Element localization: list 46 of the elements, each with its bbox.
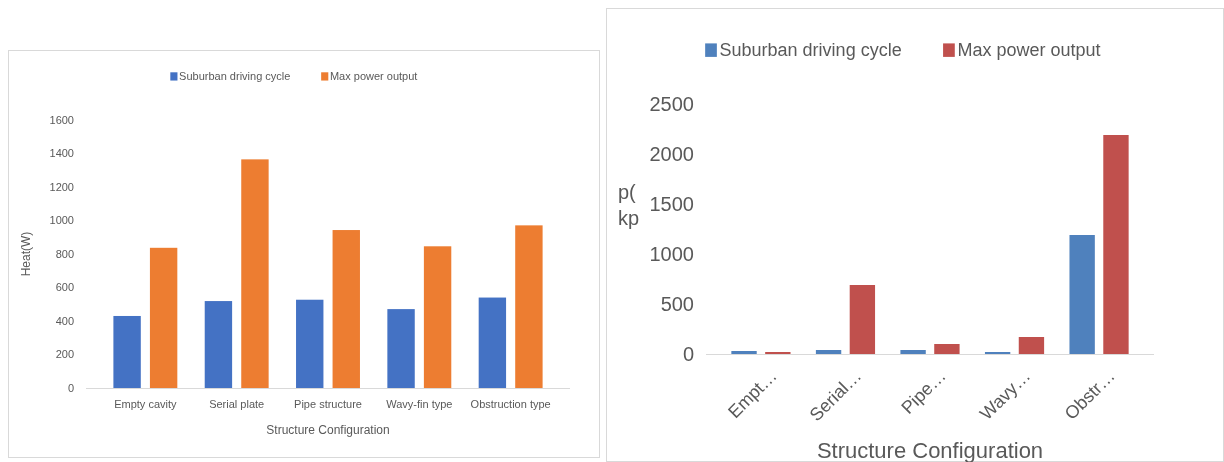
bar — [296, 299, 324, 388]
x-tick-label: Obstruction type — [470, 398, 551, 410]
y-tick-label: 200 — [55, 348, 74, 361]
y-tick-label: 1600 — [49, 113, 74, 126]
bar — [515, 225, 543, 388]
y-tick-label: 2000 — [649, 143, 694, 165]
legend-label: Max power output — [957, 40, 1101, 60]
y-axis-title: Heat(W) — [19, 231, 33, 277]
bar — [934, 344, 960, 354]
x-tick-label: Serial plate — [209, 398, 265, 410]
y-tick-label: 800 — [55, 247, 74, 260]
legend-label: Suburban driving cycle — [719, 40, 902, 60]
bar — [478, 297, 507, 388]
bar — [900, 350, 926, 354]
y-tick-label: 400 — [55, 314, 74, 327]
y-tick-label: 1000 — [49, 214, 74, 227]
x-tick-label: Empty cavity — [114, 398, 178, 410]
legend-label: Max power output — [329, 70, 418, 82]
y-tick-label: 500 — [660, 293, 694, 315]
x-tick-label: Pipe structure — [294, 398, 362, 410]
bar — [1103, 135, 1129, 354]
y-tick-label: 1500 — [649, 193, 694, 215]
bar — [423, 246, 452, 388]
bar — [387, 309, 415, 388]
x-axis-title: Structure Configuration — [816, 438, 1044, 462]
y-tick-label: 0 — [67, 381, 74, 394]
y-tick-label: 1200 — [49, 180, 74, 193]
y-tick-label: 0 — [682, 343, 694, 365]
y-tick-label: 600 — [55, 281, 74, 294]
y-tick-label: 2500 — [649, 93, 694, 115]
bar — [1018, 337, 1045, 354]
bar — [332, 230, 360, 388]
bar — [113, 315, 141, 388]
y-tick-label: 1400 — [49, 147, 74, 160]
bar — [849, 285, 876, 354]
y-tick-label: 1000 — [649, 243, 694, 265]
bar — [815, 350, 842, 354]
bar — [204, 301, 233, 388]
x-tick-label: Wavy-fin type — [386, 398, 453, 410]
bar — [149, 247, 178, 388]
x-axis-title: Structure Configuration — [266, 423, 390, 437]
bar — [241, 159, 269, 388]
legend-label: Suburban driving cycle — [179, 70, 291, 82]
bar — [731, 351, 757, 354]
y-axis-title: p( kp — [618, 181, 640, 229]
bar — [1069, 235, 1095, 354]
